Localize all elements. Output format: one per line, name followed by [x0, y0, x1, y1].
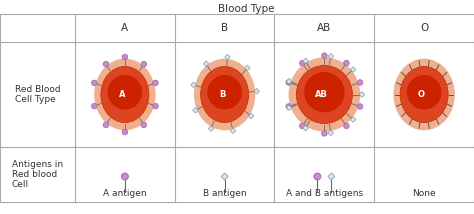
Polygon shape [208, 126, 214, 131]
Ellipse shape [400, 67, 448, 122]
Circle shape [314, 173, 321, 180]
Ellipse shape [201, 67, 249, 122]
Text: AB: AB [317, 23, 331, 33]
Circle shape [286, 104, 292, 109]
Circle shape [103, 61, 109, 67]
Text: None: None [412, 189, 436, 198]
Polygon shape [359, 92, 365, 97]
Polygon shape [328, 173, 335, 180]
Polygon shape [350, 67, 356, 72]
Polygon shape [203, 61, 209, 67]
Polygon shape [303, 58, 309, 64]
Polygon shape [248, 113, 254, 119]
Circle shape [103, 122, 109, 128]
Ellipse shape [289, 57, 360, 132]
Text: Blood Type: Blood Type [218, 4, 274, 14]
Text: Antigens in
Red blood
Cell: Antigens in Red blood Cell [12, 160, 63, 189]
Polygon shape [192, 108, 198, 113]
Text: A: A [121, 23, 128, 33]
Circle shape [141, 122, 146, 128]
Text: AB: AB [315, 90, 328, 99]
Circle shape [300, 123, 305, 129]
Circle shape [141, 61, 146, 67]
Circle shape [321, 131, 327, 136]
Circle shape [108, 75, 142, 110]
Text: B: B [219, 90, 225, 99]
Circle shape [344, 60, 349, 66]
Polygon shape [286, 78, 292, 84]
Circle shape [357, 104, 363, 109]
Circle shape [304, 72, 345, 112]
Polygon shape [350, 117, 356, 122]
Circle shape [344, 123, 349, 129]
Circle shape [207, 75, 242, 110]
Circle shape [300, 60, 305, 66]
Polygon shape [254, 88, 259, 94]
Text: O: O [418, 90, 425, 99]
Circle shape [153, 80, 158, 86]
Circle shape [153, 103, 158, 109]
Ellipse shape [94, 59, 155, 130]
Circle shape [122, 54, 128, 60]
Text: Red Blood
Cell Type: Red Blood Cell Type [15, 85, 60, 104]
Ellipse shape [296, 65, 352, 123]
Polygon shape [303, 125, 309, 131]
Polygon shape [221, 173, 228, 180]
Text: A and B antigens: A and B antigens [286, 189, 363, 198]
Ellipse shape [393, 59, 455, 130]
Text: B: B [221, 23, 228, 33]
Ellipse shape [194, 59, 255, 130]
Polygon shape [230, 128, 236, 134]
Polygon shape [225, 54, 230, 60]
Polygon shape [191, 82, 196, 88]
Circle shape [286, 80, 292, 85]
Circle shape [91, 103, 97, 109]
Circle shape [91, 80, 97, 86]
Bar [0, 14, 474, 202]
Text: B antigen: B antigen [203, 189, 246, 198]
Polygon shape [328, 130, 334, 136]
Polygon shape [286, 105, 292, 111]
Circle shape [121, 173, 128, 180]
Polygon shape [245, 65, 250, 71]
Circle shape [321, 53, 327, 58]
Circle shape [407, 75, 441, 110]
Text: A antigen: A antigen [103, 189, 146, 198]
Text: O: O [420, 23, 428, 33]
Circle shape [122, 129, 128, 135]
Text: A: A [119, 90, 126, 99]
Ellipse shape [101, 67, 149, 122]
Polygon shape [328, 54, 334, 59]
Circle shape [357, 80, 363, 85]
